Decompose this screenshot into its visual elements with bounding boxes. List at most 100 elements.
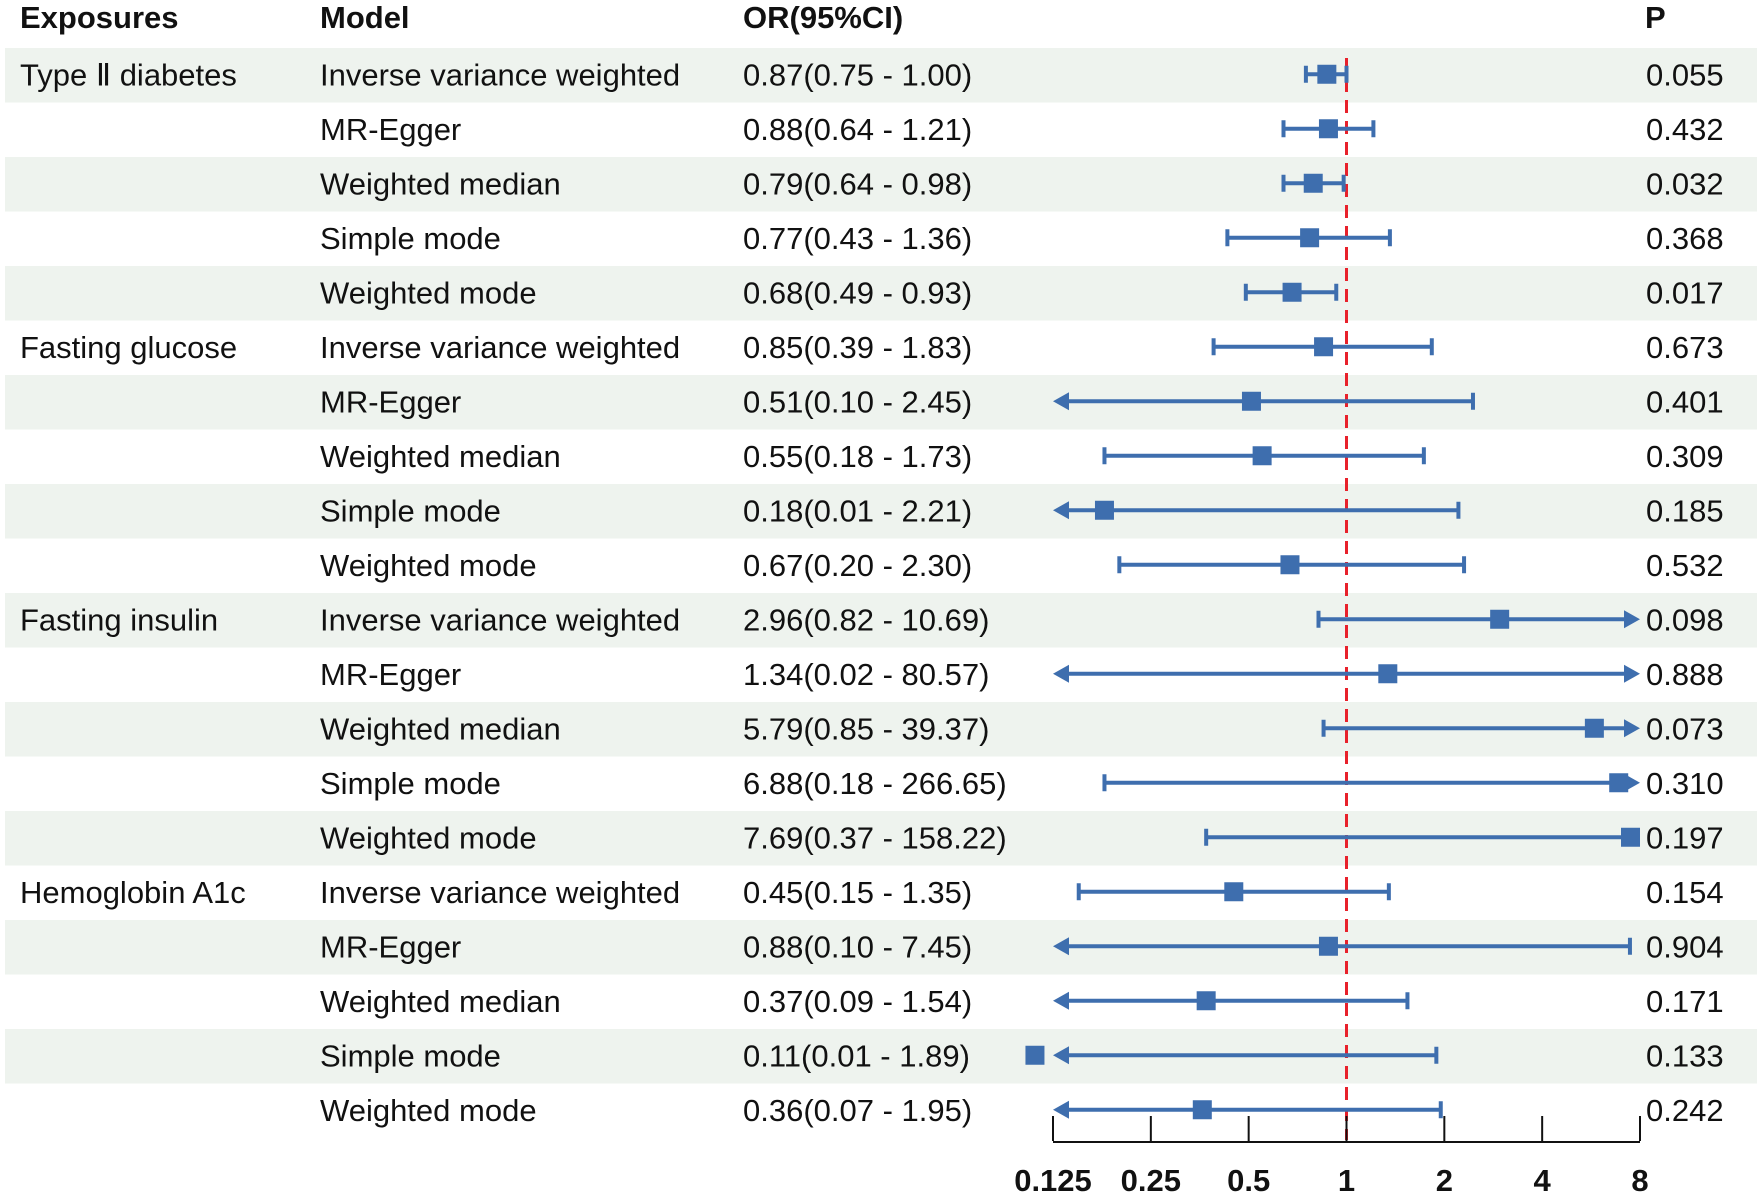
or-ci-label: 0.79(0.64 - 0.98) — [743, 166, 972, 201]
x-tick-label: 1 — [1338, 1163, 1355, 1198]
p-value-label: 0.532 — [1646, 548, 1724, 583]
p-value-label: 0.017 — [1646, 275, 1724, 310]
ci-arrow-left — [1053, 937, 1069, 956]
p-value-label: 0.185 — [1646, 493, 1724, 528]
point-estimate — [1196, 991, 1216, 1011]
x-tick-label: 4 — [1534, 1163, 1552, 1198]
model-label: Weighted mode — [320, 275, 537, 310]
model-label: Inverse variance weighted — [320, 875, 680, 910]
or-ci-label: 0.11(0.01 - 1.89) — [743, 1038, 970, 1073]
point-estimate — [1192, 1100, 1212, 1120]
p-value-label: 0.197 — [1646, 820, 1724, 855]
or-ci-label: 0.88(0.64 - 1.21) — [743, 112, 972, 147]
point-estimate — [1318, 119, 1338, 139]
point-estimate — [1621, 827, 1640, 847]
p-value-label: 0.133 — [1646, 1038, 1724, 1073]
ci-arrow-left — [1053, 991, 1069, 1010]
model-label: Weighted median — [320, 984, 561, 1019]
exposure-label: Fasting glucose — [20, 330, 237, 365]
exposure-label: Fasting insulin — [20, 602, 218, 637]
p-value-label: 0.904 — [1646, 929, 1724, 964]
ci-arrow-right — [1624, 664, 1640, 683]
model-label: MR-Egger — [320, 384, 461, 419]
model-label: Weighted mode — [320, 820, 537, 855]
point-estimate — [1303, 173, 1323, 193]
ci-arrow-left — [1053, 664, 1069, 683]
model-label: Simple mode — [320, 766, 501, 801]
or-ci-label: 0.55(0.18 - 1.73) — [743, 439, 972, 474]
or-ci-label: 6.88(0.18 - 266.65) — [743, 766, 1007, 801]
point-estimate — [1025, 1045, 1045, 1065]
model-label: Weighted median — [320, 439, 561, 474]
model-label: Weighted mode — [320, 1093, 537, 1128]
or-ci-label: 0.67(0.20 - 2.30) — [743, 548, 972, 583]
model-label: MR-Egger — [320, 929, 461, 964]
ci-arrow-left — [1053, 1100, 1069, 1119]
or-ci-label: 0.87(0.75 - 1.00) — [743, 57, 972, 92]
header-p: P — [1645, 0, 1666, 35]
x-tick-label: 0.5 — [1227, 1163, 1270, 1198]
ci-arrow-left — [1053, 501, 1069, 520]
point-estimate — [1490, 609, 1510, 629]
x-tick-label: 8 — [1631, 1163, 1648, 1198]
model-label: Weighted median — [320, 711, 561, 746]
row-stripe — [5, 157, 1757, 212]
point-estimate — [1584, 718, 1604, 738]
model-label: Simple mode — [320, 1038, 501, 1073]
header-or-ci: OR(95%CI) — [743, 0, 904, 35]
point-estimate — [1094, 500, 1114, 520]
p-value-label: 0.032 — [1646, 166, 1724, 201]
point-estimate — [1317, 64, 1337, 84]
p-value-label: 0.098 — [1646, 602, 1724, 637]
point-estimate — [1282, 282, 1302, 302]
header-model: Model — [320, 0, 410, 35]
row-stripe — [5, 48, 1757, 103]
or-ci-label: 0.37(0.09 - 1.54) — [743, 984, 972, 1019]
model-label: MR-Egger — [320, 657, 461, 692]
ci-arrow-right — [1624, 610, 1640, 629]
or-ci-label: 0.68(0.49 - 0.93) — [743, 275, 972, 310]
p-value-label: 0.401 — [1646, 384, 1724, 419]
or-ci-label: 7.69(0.37 - 158.22) — [743, 820, 1007, 855]
p-value-label: 0.242 — [1646, 1093, 1724, 1128]
point-estimate — [1609, 773, 1629, 793]
point-estimate — [1318, 936, 1338, 956]
header-exposures: Exposures — [20, 0, 179, 35]
or-ci-label: 0.36(0.07 - 1.95) — [743, 1093, 972, 1128]
p-value-label: 0.368 — [1646, 221, 1724, 256]
p-value-label: 0.055 — [1646, 57, 1724, 92]
ci-arrow-left — [1053, 392, 1069, 411]
model-label: MR-Egger — [320, 112, 461, 147]
p-value-label: 0.888 — [1646, 657, 1724, 692]
model-label: Simple mode — [320, 493, 501, 528]
p-value-label: 0.171 — [1646, 984, 1724, 1019]
or-ci-label: 1.34(0.02 - 80.57) — [743, 657, 989, 692]
point-estimate — [1280, 555, 1300, 575]
exposure-label: Hemoglobin A1c — [20, 875, 246, 910]
ci-arrow-right — [1624, 719, 1640, 738]
point-estimate — [1241, 391, 1261, 411]
p-value-label: 0.073 — [1646, 711, 1724, 746]
p-value-label: 0.310 — [1646, 766, 1724, 801]
point-estimate — [1224, 882, 1244, 902]
x-tick-label: 0.25 — [1121, 1163, 1181, 1198]
or-ci-label: 0.88(0.10 - 7.45) — [743, 929, 972, 964]
point-estimate — [1300, 228, 1320, 248]
model-label: Weighted median — [320, 166, 561, 201]
exposure-label: Type Ⅱ diabetes — [20, 57, 237, 92]
model-label: Inverse variance weighted — [320, 602, 680, 637]
model-label: Weighted mode — [320, 548, 537, 583]
point-estimate — [1252, 446, 1272, 466]
model-label: Simple mode — [320, 221, 501, 256]
or-ci-label: 0.85(0.39 - 1.83) — [743, 330, 972, 365]
ci-arrow-left — [1053, 1046, 1069, 1065]
or-ci-label: 5.79(0.85 - 39.37) — [743, 711, 989, 746]
x-tick-label: 0.125 — [1014, 1163, 1092, 1198]
row-stripe — [5, 266, 1757, 321]
x-tick-label: 2 — [1436, 1163, 1453, 1198]
or-ci-label: 0.51(0.10 - 2.45) — [743, 384, 972, 419]
model-label: Inverse variance weighted — [320, 57, 680, 92]
p-value-label: 0.309 — [1646, 439, 1724, 474]
